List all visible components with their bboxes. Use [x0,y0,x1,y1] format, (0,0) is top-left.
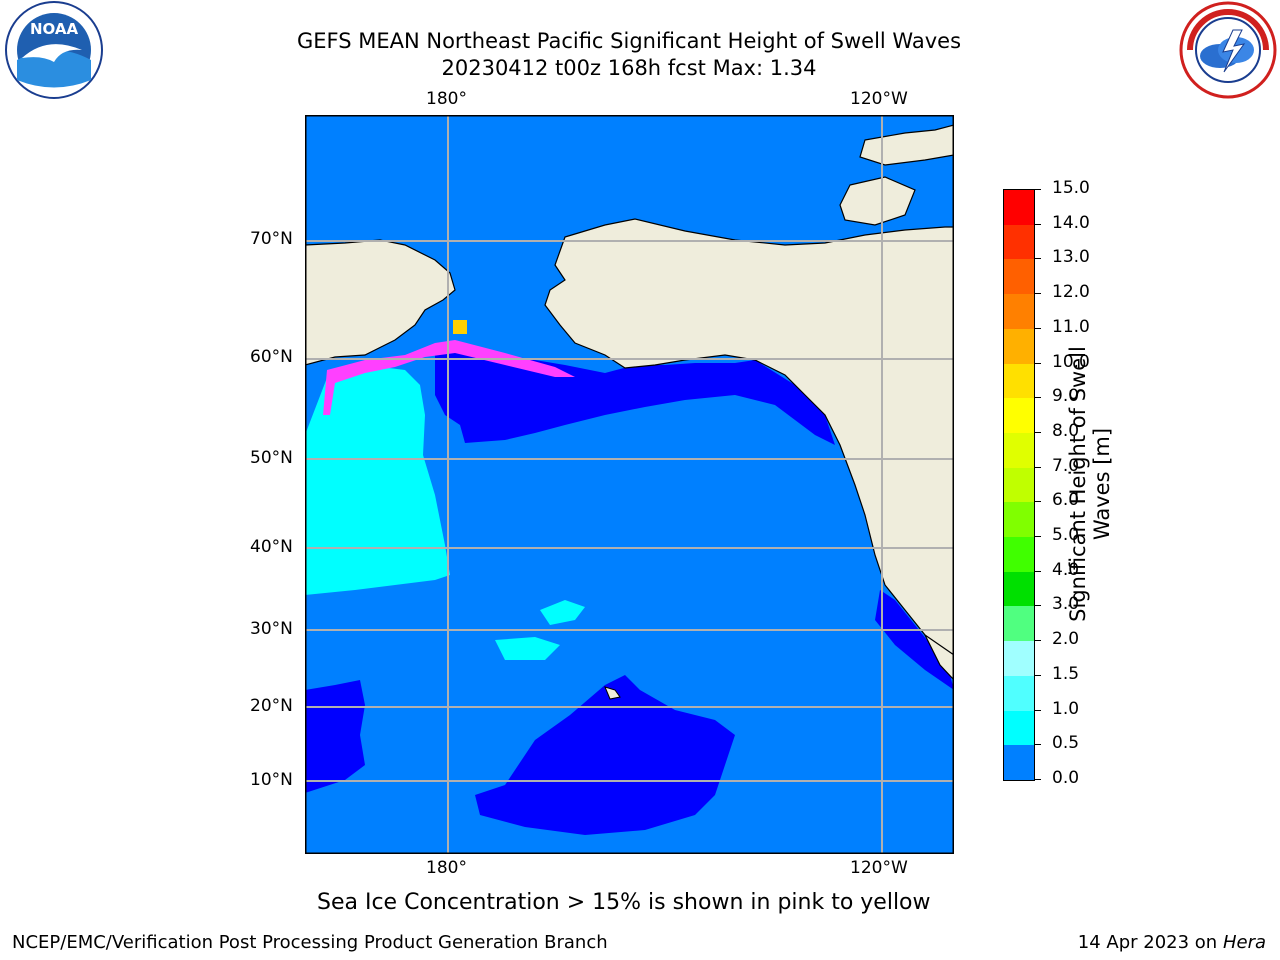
colorbar-tick-mark [1035,223,1041,225]
colorbar-tick-mark [1035,327,1041,329]
low-swell-west [305,680,365,793]
colorbar-segment [1004,432,1034,469]
colorbar-tick-mark [1035,605,1041,607]
sea-ice-note: Sea Ice Concentration > 15% is shown in … [317,890,931,915]
colorbar-label-line1: Significant Height of Swell [1066,346,1090,622]
map-frame [305,115,954,854]
lat-label-60n: 60°N [250,347,293,367]
colorbar-tick-mark [1035,536,1041,538]
colorbar-tick-mark [1035,293,1041,295]
map-panel [305,115,954,854]
land-hawaii [604,686,621,700]
colorbar-tick-label: 5.0 [1052,525,1080,546]
colorbar-tick-label: 10.0 [1052,351,1090,372]
colorbar-label-line2: Waves [m] [1090,427,1114,541]
sea-ice-yellow-patch [453,320,467,334]
land-arctic-islands [859,124,954,166]
mid-swell-west [305,365,450,595]
land-arctic-islands-2 [839,176,916,226]
colorbar-segment [1004,363,1034,399]
colorbar-segment [1004,675,1034,712]
lon-label-bottom-120w: 120°W [850,858,908,878]
colorbar-tick-mark [1035,258,1041,260]
nws-logo [1179,1,1277,99]
colorbar-segment [1004,571,1034,607]
colorbar-tick-mark [1035,431,1041,433]
colorbar-tick-label: 4.0 [1052,559,1080,580]
graticule [305,115,954,854]
footer-date-text: 14 Apr 2023 on [1077,932,1223,953]
colorbar-tick-label: 6.0 [1052,490,1080,511]
colorbar [1003,189,1035,781]
colorbar-segment [1004,224,1034,260]
colorbar-segment [1004,467,1034,503]
colorbar-tick-label: 12.0 [1052,282,1090,303]
colorbar-tick-label: 8.0 [1052,420,1080,441]
low-swell-hawaii-south [475,675,735,835]
noaa-logo-text: NOAA [30,20,79,38]
colorbar-segment [1004,502,1034,538]
footer-date: 14 Apr 2023 on Hera [1078,932,1266,953]
colorbar-tick-label: 11.0 [1052,316,1090,337]
colorbar-tick-mark [1035,674,1041,676]
lat-label-20n: 20°N [250,696,293,716]
footer-host: Hera [1222,932,1266,953]
colorbar-tick-mark [1035,189,1041,190]
colorbar-segment [1004,190,1034,226]
chart-subtitle: 20230412 t00z 168h fcst Max: 1.34 [441,56,817,80]
colorbar-segment [1004,606,1034,642]
colorbar-tick-mark [1035,779,1041,780]
colorbar-tick-label: 9.0 [1052,386,1080,407]
colorbar-tick-label: 0.0 [1052,768,1080,788]
colorbar-tick-mark [1035,570,1041,572]
land-alaska-canada [544,218,954,682]
lon-label-top-180: 180° [426,89,467,109]
colorbar-tick-mark [1035,362,1041,364]
lon-label-top-120w: 120°W [850,89,908,109]
colorbar-tick-label: 2.0 [1052,629,1080,650]
lat-label-30n: 30°N [250,619,293,639]
lat-label-70n: 70°N [250,229,293,249]
lon-label-bottom-180: 180° [426,858,467,878]
colorbar-tick-mark [1035,501,1041,503]
noaa-logo: NOAA [5,1,103,99]
colorbar-segment [1004,259,1034,295]
colorbar-segment [1004,641,1034,677]
colorbar-tick-mark [1035,640,1041,642]
colorbar-ticks: 15.0 14.0 13.0 12.0 11.0 10.0 9.0 8.0 7.0 6.0 5.0 4… [1035,178,1115,788]
low-swell-coast [875,590,954,690]
colorbar-segment [1004,398,1034,434]
colorbar-segment [1004,328,1034,365]
colorbar-segment [1004,710,1034,746]
colorbar-tick-label: 7.0 [1052,455,1080,476]
chart-title: GEFS MEAN Northeast Pacific Significant … [296,29,962,53]
colorbar-tick-label: 1.5 [1052,663,1080,684]
colorbar-segment [1004,294,1034,330]
colorbar-tick-mark [1035,709,1041,711]
colorbar-tick-label: 13.0 [1052,247,1090,268]
colorbar-tick-label: 3.0 [1052,594,1080,615]
lat-label-10n: 10°N [250,770,293,790]
mid-swell-patch [540,600,585,625]
colorbar-tick-label: 1.0 [1052,698,1080,719]
colorbar-segment [1004,537,1034,573]
colorbar-tick-label: 0.5 [1052,733,1080,754]
colorbar-tick-label: 14.0 [1052,212,1090,233]
lat-label-50n: 50°N [250,448,293,468]
colorbar-tick-mark [1035,397,1041,399]
colorbar-tick-label: 15.0 [1052,178,1090,198]
land-mexico [924,634,954,681]
footer-branch: NCEP/EMC/Verification Post Processing Pr… [12,932,608,953]
colorbar-tick-mark [1035,466,1041,468]
mid-swell-patch-2 [495,637,560,660]
lat-label-40n: 40°N [250,537,293,557]
colorbar-segment [1004,745,1034,781]
colorbar-tick-mark [1035,744,1041,746]
